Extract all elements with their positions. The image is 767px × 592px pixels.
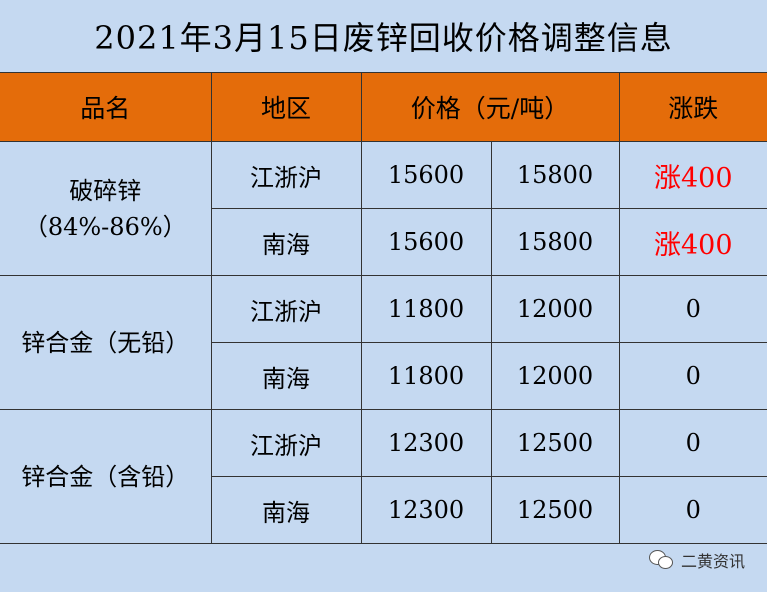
price-low-cell: 12300 bbox=[360, 409, 492, 477]
product-name: 锌合金（无铅） bbox=[21, 328, 190, 357]
price-low-cell: 15600 bbox=[360, 141, 492, 209]
header-change: 涨跌 bbox=[618, 72, 767, 142]
table-row: 南海 11800 12000 0 bbox=[0, 342, 767, 410]
change-cell: 0 bbox=[618, 342, 767, 410]
table-row: 锌合金（无铅） 江浙沪 11800 12000 0 bbox=[0, 275, 767, 410]
price-high-cell: 12000 bbox=[490, 342, 620, 410]
product-cell: 锌合金（无铅） bbox=[0, 275, 212, 410]
region-cell: 江浙沪 bbox=[210, 275, 362, 343]
watermark-text: 二黄资讯 bbox=[680, 552, 745, 571]
price-high-cell: 12500 bbox=[490, 476, 620, 544]
table-row: 南海 12300 12500 0 bbox=[0, 476, 767, 544]
header-product: 品名 bbox=[0, 72, 212, 142]
price-low-cell: 15600 bbox=[360, 208, 492, 276]
price-low-cell: 11800 bbox=[360, 342, 492, 410]
change-cell: 涨400 bbox=[618, 141, 767, 209]
table-header-row: 品名 地区 价格（元/吨） 涨跌 bbox=[0, 72, 767, 142]
table-row: 锌合金（含铅） 江浙沪 12300 12500 0 bbox=[0, 409, 767, 544]
region-cell: 南海 bbox=[211, 476, 362, 544]
change-cell: 0 bbox=[618, 476, 767, 544]
price-high-cell: 15800 bbox=[490, 208, 620, 276]
price-low-cell: 12300 bbox=[360, 476, 492, 544]
product-cell: 破碎锌 （84%-86%） bbox=[0, 141, 212, 276]
header-price: 价格（元/吨） bbox=[360, 72, 620, 142]
region-cell: 南海 bbox=[211, 208, 362, 276]
price-low-cell: 11800 bbox=[360, 275, 492, 343]
product-name: 破碎锌 bbox=[69, 176, 142, 205]
change-cell: 涨400 bbox=[618, 208, 767, 276]
price-high-cell: 12500 bbox=[490, 409, 620, 477]
price-high-cell: 12000 bbox=[490, 275, 620, 343]
wechat-icon bbox=[648, 550, 673, 570]
region-cell: 江浙沪 bbox=[210, 409, 362, 477]
price-table: 品名 地区 价格（元/吨） 涨跌 破碎锌 （84%-86%） 江浙沪 15600… bbox=[0, 72, 767, 544]
region-cell: 南海 bbox=[211, 342, 362, 410]
page-title: 2021年3月15日废锌回收价格调整信息 bbox=[0, 0, 767, 73]
change-cell: 0 bbox=[618, 275, 767, 343]
table-row: 破碎锌 （84%-86%） 江浙沪 15600 15800 涨400 bbox=[0, 141, 767, 276]
price-high-cell: 15800 bbox=[490, 141, 620, 209]
change-cell: 0 bbox=[618, 409, 767, 477]
header-region: 地区 bbox=[210, 72, 362, 142]
product-spec: （84%-86%） bbox=[23, 212, 187, 241]
product-name: 锌合金（含铅） bbox=[21, 462, 190, 491]
table-row: 南海 15600 15800 涨400 bbox=[0, 208, 767, 276]
watermark: 二黄资讯 bbox=[648, 548, 745, 572]
region-cell: 江浙沪 bbox=[210, 141, 362, 209]
product-cell: 锌合金（含铅） bbox=[0, 409, 212, 544]
